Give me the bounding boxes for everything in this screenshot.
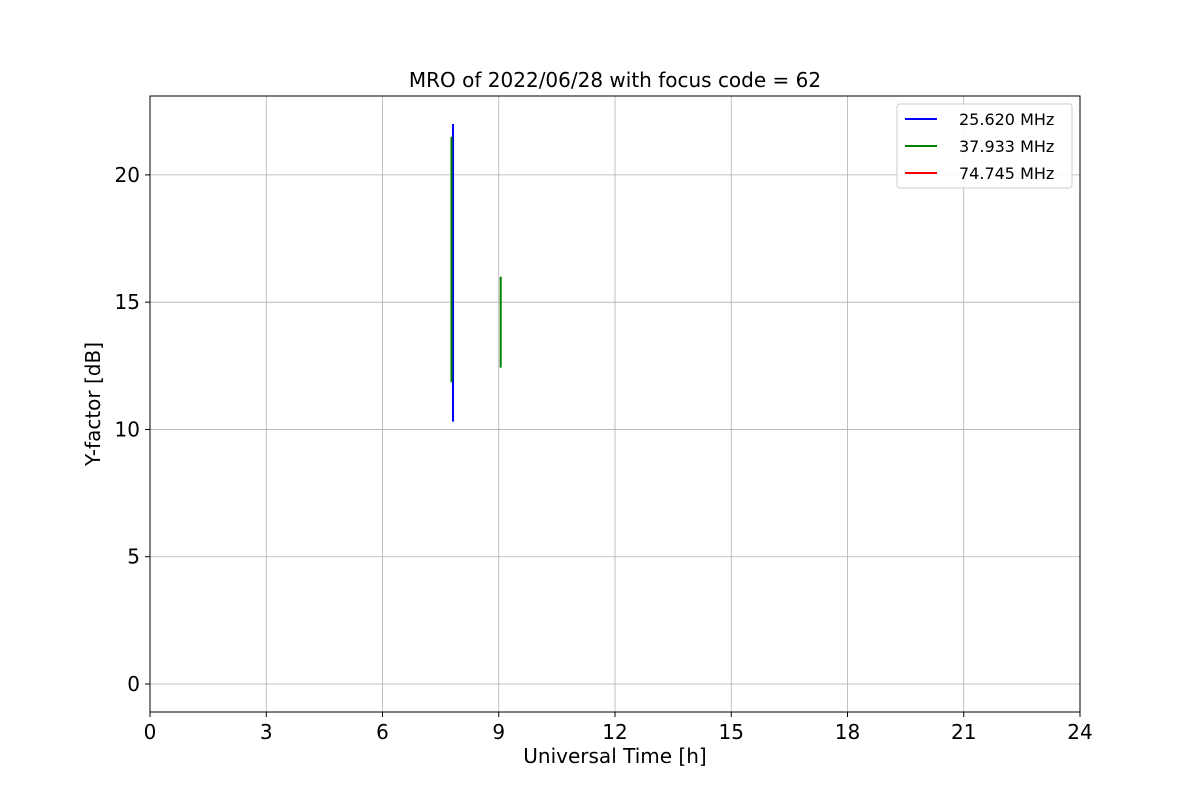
y-tick-label: 5 xyxy=(127,545,140,569)
y-axis-label: Y-factor [dB] xyxy=(81,342,105,467)
x-tick-label: 9 xyxy=(492,720,505,744)
y-tick-label: 20 xyxy=(115,163,140,187)
y-tick-label: 0 xyxy=(127,672,140,696)
x-tick-label: 15 xyxy=(719,720,744,744)
x-tick-label: 21 xyxy=(951,720,976,744)
legend-box xyxy=(896,103,1073,189)
plot-area xyxy=(451,124,502,422)
y-tick-label: 10 xyxy=(115,417,140,441)
y-tick-label: 15 xyxy=(115,290,140,314)
x-tick-label: 6 xyxy=(376,720,389,744)
x-tick-label: 3 xyxy=(260,720,273,744)
legend-label-1: 25.620 MHz xyxy=(959,110,1054,129)
legend-label-2: 37.933 MHz xyxy=(959,137,1054,156)
x-tick-label: 24 xyxy=(1067,720,1092,744)
x-tick-label: 0 xyxy=(144,720,157,744)
legend: 25.620 MHz 37.933 MHz 74.745 MHz xyxy=(896,103,1073,189)
x-tick-label: 12 xyxy=(602,720,627,744)
ticks: 0 3 6 9 12 15 18 21 24 0 5 10 15 20 xyxy=(115,163,1093,744)
x-axis-label: Universal Time [h] xyxy=(523,744,706,768)
x-tick-label: 18 xyxy=(835,720,860,744)
chart-title: MRO of 2022/06/28 with focus code = 62 xyxy=(409,68,821,92)
legend-label-3: 74.745 MHz xyxy=(959,164,1054,183)
